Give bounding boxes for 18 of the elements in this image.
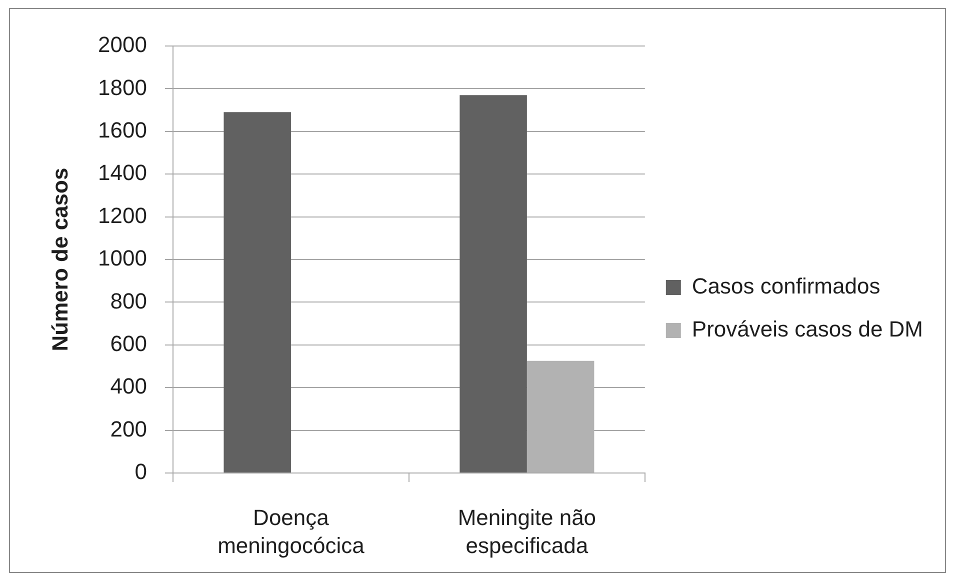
y-tick-label: 2000 — [98, 32, 147, 58]
y-tick-label: 400 — [110, 374, 147, 399]
y-tick-label: 800 — [110, 288, 147, 314]
bar — [460, 95, 527, 472]
y-tick-label: 0 — [134, 459, 147, 484]
legend-label: Casos confirmados — [692, 274, 880, 299]
y-tick-label: 1200 — [98, 202, 147, 228]
y-tick-label: 1400 — [98, 160, 147, 186]
legend-label: Prováveis casos de DM — [692, 316, 924, 342]
y-tick-label: 1600 — [98, 117, 147, 142]
y-tick-label: 600 — [110, 330, 147, 356]
bar — [224, 112, 291, 472]
y-tick-label: 1000 — [98, 246, 147, 271]
y-axis-title: Número de casos — [47, 168, 72, 352]
y-tick-label: 1800 — [98, 74, 147, 100]
y-tick-label: 200 — [110, 416, 147, 442]
x-tick-label: Doença meningocócica — [218, 505, 366, 558]
x-tick-label: Meningite não especificada — [458, 505, 596, 558]
